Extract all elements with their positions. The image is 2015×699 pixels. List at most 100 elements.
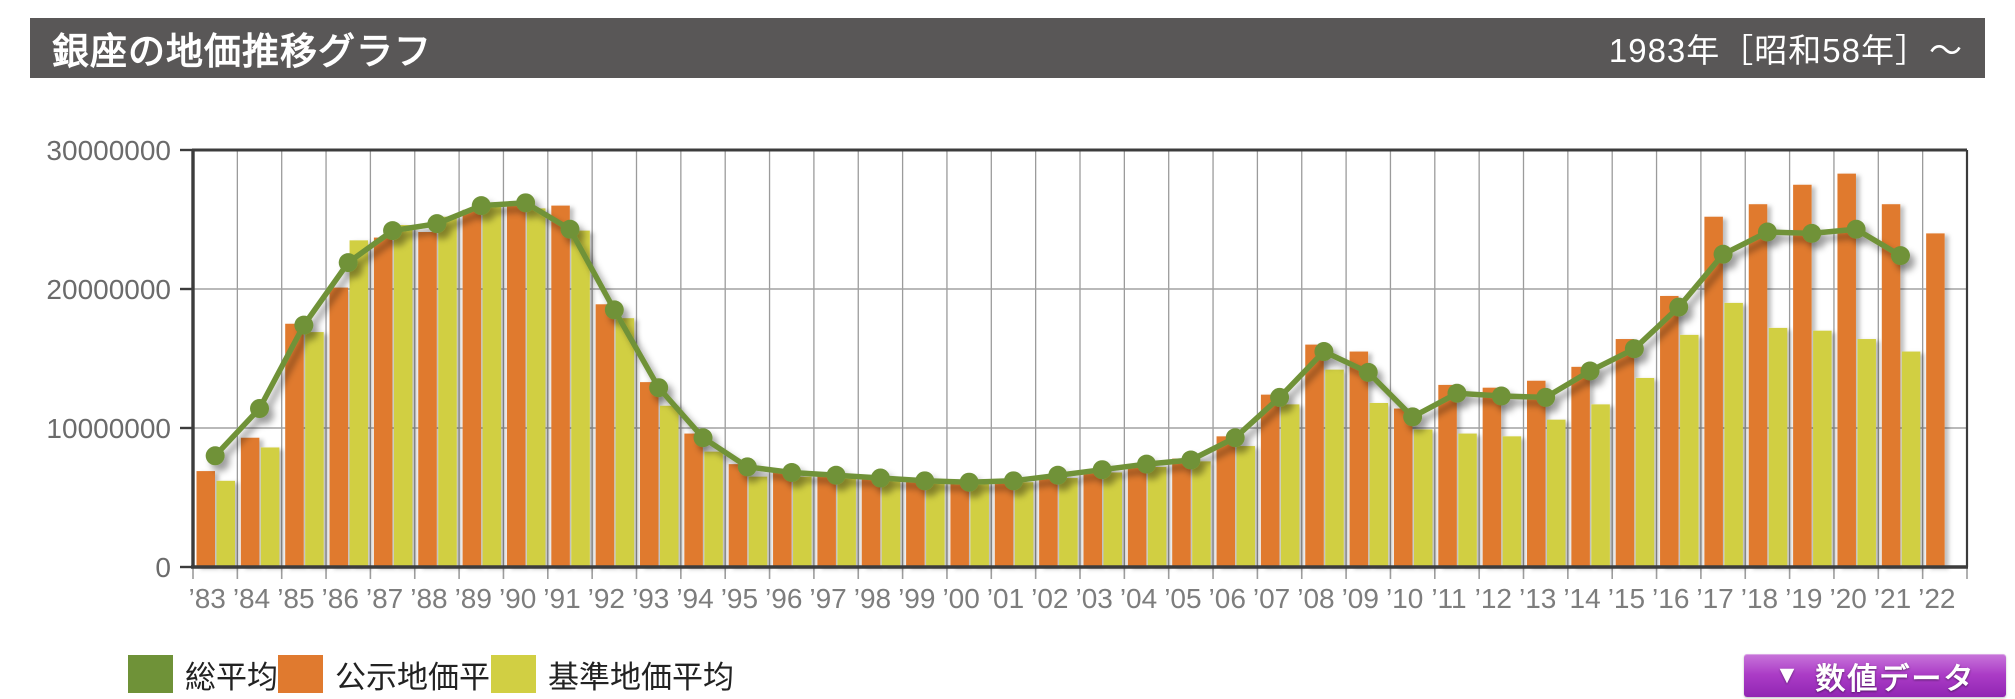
kouji-bar: [1793, 184, 1812, 567]
kouji-bar: [1260, 394, 1280, 567]
x-axis-label: ’17: [1696, 583, 1733, 614]
x-axis-label: ’22: [1918, 583, 1955, 614]
kijun-bar: [260, 447, 280, 567]
kijun-bar: [349, 240, 369, 567]
kijun-bar: [881, 480, 901, 567]
line-point: [294, 315, 314, 335]
orange-swatch-icon: [278, 655, 323, 693]
yellow-swatch-icon: [491, 655, 536, 693]
kouji-bar: [285, 323, 304, 567]
title-bar: 銀座の地価推移グラフ 1983年［昭和58年］～: [30, 18, 1985, 78]
kijun-bar: [1768, 327, 1788, 567]
line-point: [383, 221, 403, 241]
y-axis-tick-label: 10000000: [46, 413, 171, 444]
kijun-bar: [1192, 461, 1211, 567]
kouji-bar: [373, 237, 393, 567]
x-axis-label: ’88: [410, 583, 447, 614]
x-axis-label: ’96: [765, 583, 802, 614]
kijun-bar: [1325, 369, 1344, 567]
kouji-bar: [551, 205, 570, 567]
numeric-data-button[interactable]: ▼ 数値データ: [1744, 654, 2006, 697]
kouji-bar: [240, 437, 260, 567]
line-point: [516, 193, 536, 213]
chart-legend: 総平均 公示地価平均 基準地価平均: [0, 652, 1740, 698]
kouji-bar: [1748, 204, 1768, 567]
line-point: [1314, 342, 1334, 362]
kijun-bar: [615, 318, 635, 567]
x-axis-label: ’84: [233, 583, 270, 614]
kouji-bar: [595, 304, 615, 567]
kouji-bar: [1083, 469, 1102, 567]
line-point: [1669, 297, 1689, 317]
kouji-bar: [1660, 295, 1679, 567]
x-axis-label: ’08: [1297, 583, 1334, 614]
line-point: [1403, 407, 1423, 427]
kouji-bar: [1172, 458, 1191, 567]
line-point: [1846, 219, 1866, 239]
kijun-bar: [571, 230, 590, 567]
kouji-bar: [906, 479, 925, 567]
line-point: [959, 472, 979, 492]
line-point: [1048, 465, 1068, 485]
kouji-bar: [1127, 464, 1147, 567]
kijun-bar: [660, 405, 679, 567]
legend-label: 基準地価平均: [548, 659, 734, 695]
line-point: [870, 468, 890, 488]
kijun-bar: [1680, 334, 1699, 567]
legend-label: 総平均: [185, 659, 278, 695]
legend-item-standard-price: 基準地価平均: [491, 652, 734, 696]
period-label: 1983年［昭和58年］～: [1608, 32, 1963, 69]
kouji-bar: [506, 204, 526, 567]
legend-label: 公示地価平均: [335, 659, 521, 695]
kijun-bar: [305, 332, 324, 567]
kijun-bar: [1635, 377, 1655, 567]
x-axis-label: ’91: [543, 583, 580, 614]
kijun-bar: [926, 482, 945, 567]
kouji-bar: [329, 287, 349, 567]
kijun-bar: [216, 480, 235, 567]
kijun-bar: [1813, 330, 1832, 567]
x-axis-label: ’21: [1874, 583, 1911, 614]
line-point: [1802, 223, 1822, 243]
legend-item-official-price: 公示地価平均: [278, 652, 521, 696]
x-axis-label: ’15: [1608, 583, 1645, 614]
legend-item-total-average: 総平均: [128, 652, 278, 696]
down-triangle-icon: ▼: [1774, 661, 1800, 689]
y-axis-tick-label: 0: [155, 552, 171, 583]
kijun-bar: [438, 216, 457, 567]
kouji-bar: [950, 480, 969, 567]
kouji-bar: [861, 476, 881, 567]
x-axis-label: ’86: [322, 583, 359, 614]
green-swatch-icon: [128, 655, 173, 693]
x-axis-label: ’18: [1741, 583, 1778, 614]
kouji-bar: [1482, 387, 1502, 567]
y-axis-tick-label: 20000000: [46, 274, 171, 305]
kouji-bar: [1216, 436, 1236, 567]
y-axis-tick-label: 30000000: [46, 135, 171, 166]
x-axis-label: ’06: [1209, 583, 1246, 614]
page-title: 銀座の地価推移グラフ: [52, 31, 432, 72]
kouji-bar: [1704, 216, 1723, 567]
line-point: [471, 196, 491, 216]
kijun-bar: [1857, 339, 1876, 567]
kijun-bar: [1369, 402, 1389, 567]
x-axis-label: ’92: [588, 583, 625, 614]
kijun-bar: [1458, 433, 1477, 567]
x-axis-label: ’19: [1785, 583, 1822, 614]
kijun-bar: [1901, 351, 1921, 567]
kijun-bar: [1591, 404, 1610, 567]
x-axis-label: ’14: [1563, 583, 1600, 614]
kijun-bar: [1147, 466, 1167, 567]
kouji-bar: [1881, 204, 1901, 567]
kouji-bar: [1527, 380, 1546, 567]
x-axis-label: ’89: [455, 583, 492, 614]
kijun-bar: [393, 225, 413, 567]
x-axis-label: ’09: [1342, 583, 1379, 614]
kijun-bar: [1413, 429, 1433, 567]
kouji-bar: [773, 471, 792, 567]
x-axis-label: ’98: [854, 583, 891, 614]
x-axis-label: ’12: [1475, 583, 1512, 614]
line-point: [1358, 362, 1378, 382]
